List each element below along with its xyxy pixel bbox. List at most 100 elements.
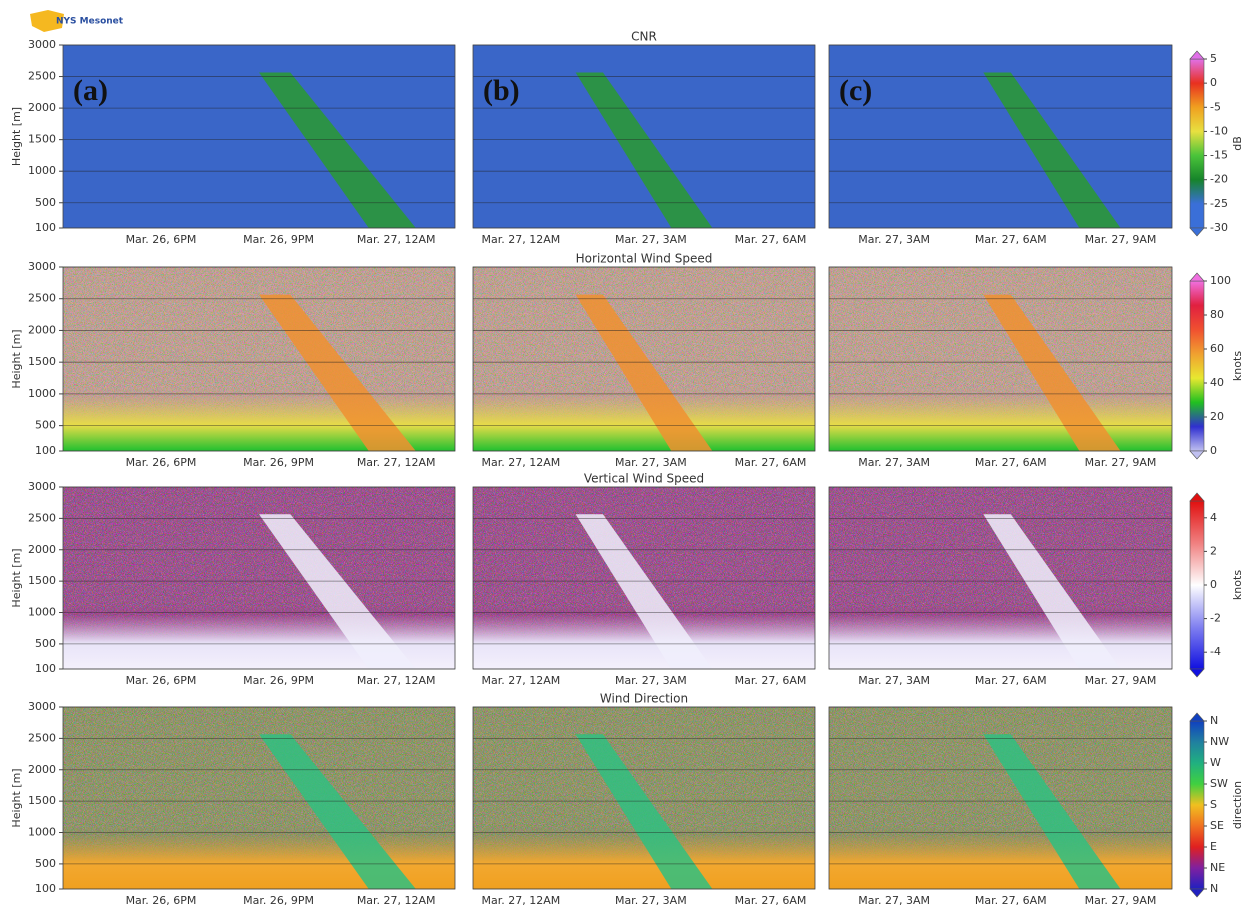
- y-tick-label: 2500: [28, 731, 56, 744]
- y-tick-label: 500: [35, 857, 56, 870]
- panel-frame: [828, 706, 1173, 890]
- colorbar-tick-label: E: [1210, 840, 1217, 853]
- logo: NYS Mesonet: [30, 10, 124, 32]
- x-tick-label: Mar. 27, 3AM: [615, 456, 687, 469]
- panel-frame: [828, 44, 1173, 229]
- heatmap-plume: [259, 734, 416, 889]
- heatmap-plume: [983, 734, 1121, 889]
- colorbar-tick-label: -25: [1210, 197, 1228, 210]
- colorbar-label: knots: [1231, 351, 1244, 381]
- colorbar-tick-label: SW: [1210, 777, 1228, 790]
- colorbar-extend: [1189, 50, 1205, 60]
- heatmap-plume: [983, 72, 1121, 228]
- colorbar-tick-label: 80: [1210, 308, 1224, 321]
- colorbar: [1189, 500, 1205, 670]
- panel-frame: [472, 44, 816, 229]
- colorbar-tick-label: -2: [1210, 612, 1221, 625]
- panel-label: (c): [839, 74, 872, 107]
- panel-frame: [828, 486, 1173, 670]
- y-tick-label: 2500: [28, 511, 56, 524]
- y-tick-label: 500: [35, 196, 56, 209]
- y-tick-label: 1000: [28, 826, 56, 839]
- x-tick-label: Mar. 27, 12AM: [482, 674, 561, 687]
- heatmap-plume: [983, 514, 1121, 669]
- panel-frame: [472, 266, 816, 452]
- colorbar-extend: [1189, 712, 1205, 722]
- colorbar-tick-label: W: [1210, 756, 1221, 769]
- x-tick-label: Mar. 27, 3AM: [858, 456, 930, 469]
- x-tick-label: Mar. 27, 6AM: [975, 894, 1047, 907]
- y-tick-label: 100: [35, 444, 56, 457]
- panel-label: (a): [73, 74, 108, 107]
- x-tick-label: Mar. 27, 9AM: [1085, 456, 1157, 469]
- x-tick-label: Mar. 27, 6AM: [735, 674, 807, 687]
- x-tick-label: Mar. 27, 12AM: [482, 894, 561, 907]
- y-tick-label: 500: [35, 419, 56, 432]
- y-axis-label: Height [m]: [10, 768, 23, 827]
- y-tick-label: 100: [35, 662, 56, 675]
- panel-frame: [828, 266, 1173, 452]
- x-tick-label: Mar. 26, 9PM: [243, 674, 314, 687]
- colorbar-label: direction: [1231, 781, 1244, 829]
- heatmap-plume: [575, 514, 713, 669]
- panel-frame: [62, 706, 456, 890]
- panel-frame: [62, 486, 456, 670]
- colorbar-tick-label: N: [1210, 882, 1218, 895]
- colorbar-extend: [1189, 450, 1205, 460]
- x-tick-label: Mar. 27, 3AM: [858, 233, 930, 246]
- heatmap-plume: [259, 72, 416, 228]
- y-tick-label: 3000: [28, 38, 56, 51]
- panel-title: Vertical Wind Speed: [584, 472, 704, 486]
- x-tick-label: Mar. 26, 9PM: [243, 233, 314, 246]
- colorbar-tick-label: 0: [1210, 578, 1217, 591]
- y-tick-label: 1000: [28, 606, 56, 619]
- y-tick-label: 100: [35, 882, 56, 895]
- x-tick-label: Mar. 27, 12AM: [357, 894, 436, 907]
- logo-shape: [30, 10, 64, 32]
- x-tick-label: Mar. 26, 6PM: [126, 233, 197, 246]
- colorbar-tick-label: -4: [1210, 645, 1221, 658]
- y-tick-label: 1000: [28, 387, 56, 400]
- y-tick-label: 1500: [28, 355, 56, 368]
- colorbar-extend: [1189, 227, 1205, 237]
- heatmap-plume: [575, 734, 713, 889]
- x-tick-label: Mar. 26, 9PM: [243, 894, 314, 907]
- y-tick-label: 2000: [28, 101, 56, 114]
- panel-title: CNR: [631, 30, 657, 44]
- colorbar-tick-label: 20: [1210, 410, 1224, 423]
- colorbar: [1189, 280, 1205, 452]
- logo-text: NYS Mesonet: [56, 17, 124, 27]
- x-tick-label: Mar. 27, 6AM: [975, 456, 1047, 469]
- y-tick-label: 2000: [28, 323, 56, 336]
- y-axis-label: Height [m]: [10, 329, 23, 388]
- colorbar-tick-label: -15: [1210, 149, 1228, 162]
- y-tick-label: 100: [35, 221, 56, 234]
- colorbar-label: dB: [1231, 136, 1244, 151]
- x-tick-label: Mar. 27, 3AM: [615, 674, 687, 687]
- x-tick-label: Mar. 27, 12AM: [357, 674, 436, 687]
- colorbar-tick-label: N: [1210, 714, 1218, 727]
- colorbar-tick-label: -5: [1210, 100, 1221, 113]
- x-tick-label: Mar. 26, 6PM: [126, 674, 197, 687]
- x-tick-label: Mar. 27, 12AM: [482, 456, 561, 469]
- heatmap-plume: [575, 72, 713, 228]
- x-tick-label: Mar. 27, 12AM: [482, 233, 561, 246]
- colorbar-tick-label: -30: [1210, 221, 1228, 234]
- colorbar-extend: [1189, 888, 1205, 898]
- colorbar-tick-label: 0: [1210, 444, 1217, 457]
- colorbar-tick-label: 60: [1210, 342, 1224, 355]
- y-tick-label: 1500: [28, 133, 56, 146]
- colorbar-tick-label: 2: [1210, 544, 1217, 557]
- x-tick-label: Mar. 27, 9AM: [1085, 894, 1157, 907]
- colorbar-tick-label: -10: [1210, 124, 1228, 137]
- y-tick-label: 3000: [28, 700, 56, 713]
- colorbar-tick-label: S: [1210, 798, 1217, 811]
- y-tick-label: 2000: [28, 543, 56, 556]
- panel-title: Horizontal Wind Speed: [576, 252, 713, 266]
- y-tick-label: 500: [35, 637, 56, 650]
- panel-label: (b): [483, 74, 520, 107]
- colorbar-tick-label: NE: [1210, 861, 1225, 874]
- x-tick-label: Mar. 27, 6AM: [975, 674, 1047, 687]
